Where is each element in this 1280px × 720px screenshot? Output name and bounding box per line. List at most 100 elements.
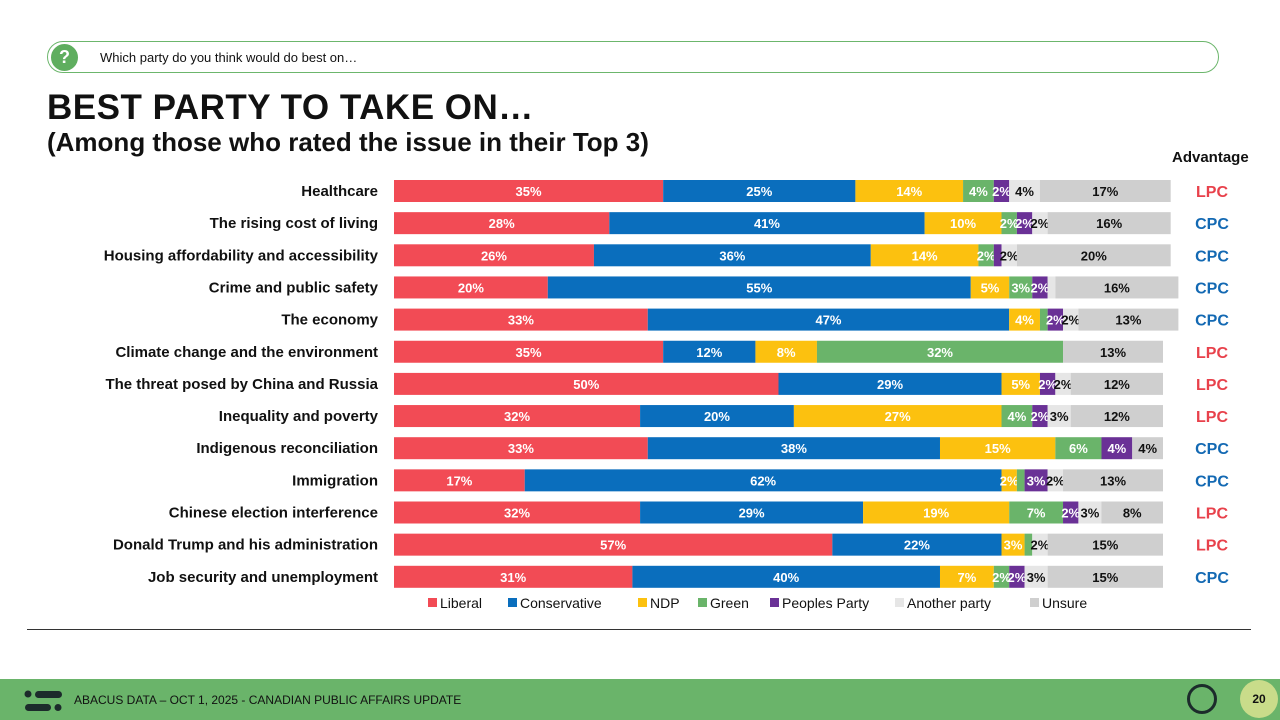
- abacus-logo-icon: [24, 690, 62, 711]
- data-label: 32%: [927, 345, 953, 360]
- advantage-label: CPC: [1195, 216, 1229, 233]
- data-label: 5%: [981, 280, 1000, 295]
- data-label: 12%: [696, 345, 722, 360]
- data-label: 8%: [1123, 506, 1142, 521]
- advantage-label: CPC: [1195, 473, 1229, 490]
- data-label: 7%: [958, 570, 977, 585]
- category-label: The rising cost of living: [210, 215, 378, 232]
- data-label: 57%: [600, 538, 626, 553]
- bar-segment: [1001, 405, 1033, 428]
- data-label: 15%: [985, 441, 1011, 456]
- data-label: 2%: [1046, 313, 1065, 328]
- data-label: 2%: [992, 570, 1011, 585]
- page-title: BEST PARTY TO TAKE ON…: [47, 88, 534, 127]
- data-label: 2%: [1000, 473, 1019, 488]
- category-label: Immigration: [292, 472, 378, 489]
- data-label: 14%: [912, 248, 938, 263]
- data-label: 2%: [1000, 248, 1019, 263]
- legend-label: Another party: [907, 595, 991, 611]
- bar-segment: [855, 180, 964, 202]
- bar-segment: [609, 212, 925, 235]
- data-label: 14%: [896, 184, 922, 199]
- data-label: 2%: [1007, 570, 1026, 585]
- question-banner: ? Which party do you think would do best…: [47, 41, 1219, 73]
- bar-segment: [939, 437, 1056, 460]
- advantage-label: CPC: [1195, 313, 1229, 330]
- data-label: 8%: [777, 345, 796, 360]
- bar-segment: [1032, 212, 1048, 235]
- bar-segment: [1047, 212, 1171, 235]
- data-label: 32%: [504, 506, 530, 521]
- bar-segment: [1063, 308, 1079, 331]
- legend-swatch: [508, 598, 517, 607]
- bar-segment: [778, 372, 1002, 395]
- bar-segment: [1132, 437, 1163, 460]
- data-label: 22%: [904, 538, 930, 553]
- bar-segment: [394, 212, 610, 235]
- ca-logo-icon: CA: [1187, 684, 1217, 714]
- data-label: 6%: [1069, 441, 1088, 456]
- page-number: 20: [1240, 680, 1278, 718]
- bar-segment: [832, 533, 1002, 556]
- advantage-label: LPC: [1196, 184, 1228, 201]
- category-label: Donald Trump and his administration: [113, 537, 378, 554]
- data-label: 33%: [508, 313, 534, 328]
- data-label: 13%: [1100, 473, 1126, 488]
- bar-segment: [1055, 276, 1179, 299]
- bar-segment: [593, 244, 871, 267]
- bar-segment: [394, 340, 664, 363]
- data-label: 20%: [704, 409, 730, 424]
- data-label: 3%: [1050, 409, 1069, 424]
- bar-segment: [1009, 565, 1025, 588]
- category-label: Climate change and the environment: [115, 344, 378, 361]
- bar-segment: [1024, 565, 1048, 588]
- bar-segment: [394, 276, 548, 299]
- bar-segment: [394, 405, 641, 428]
- advantage-label: CPC: [1195, 280, 1229, 297]
- data-label: 15%: [1092, 538, 1118, 553]
- data-label: 3%: [1027, 473, 1046, 488]
- bar-segment: [993, 565, 1010, 588]
- advantage-label: CPC: [1195, 441, 1229, 458]
- data-label: 41%: [754, 216, 780, 231]
- data-label: 4%: [969, 184, 988, 199]
- bar-segment: [394, 372, 779, 395]
- bar-segment: [1078, 308, 1179, 331]
- data-label: 15%: [1092, 570, 1118, 585]
- bar-segment: [1032, 276, 1048, 299]
- legend-label: Unsure: [1042, 595, 1087, 611]
- bar-segment: [394, 533, 833, 556]
- data-label: 12%: [1104, 409, 1130, 424]
- bar-segment: [1039, 308, 1048, 331]
- data-label: 2%: [1061, 313, 1080, 328]
- page-subtitle: (Among those who rated the issue in thei…: [47, 127, 649, 157]
- bar-segment: [663, 340, 756, 363]
- category-label: Inequality and poverty: [219, 408, 379, 425]
- bar-segment: [1009, 501, 1064, 524]
- bar-segment: [870, 244, 979, 267]
- bar-segment: [1032, 533, 1048, 556]
- bar-segment: [863, 501, 1010, 524]
- bar-segment: [640, 501, 864, 524]
- bar-segment: [640, 405, 794, 428]
- data-label: 2%: [1046, 473, 1065, 488]
- bar-segment: [1047, 308, 1064, 331]
- bar-segment: [663, 180, 856, 202]
- legend-swatch: [638, 598, 647, 607]
- data-label: 3%: [1011, 280, 1030, 295]
- data-label: 31%: [500, 570, 526, 585]
- legend-swatch: [1030, 598, 1039, 607]
- data-label: 33%: [508, 441, 534, 456]
- legend-label: NDP: [650, 595, 680, 611]
- bar-segment: [1009, 180, 1040, 202]
- bar-segment: [394, 180, 664, 202]
- bar-segment: [1001, 372, 1040, 395]
- legend-label: Peoples Party: [782, 595, 869, 611]
- bar-segment: [963, 180, 994, 202]
- question-text: Which party do you think would do best o…: [100, 50, 358, 65]
- category-label: Indigenous reconciliation: [196, 440, 378, 457]
- data-label: 4%: [1107, 441, 1126, 456]
- data-label: 2%: [1054, 377, 1073, 392]
- advantage-label: CPC: [1195, 248, 1229, 265]
- bar-segment: [1101, 501, 1163, 524]
